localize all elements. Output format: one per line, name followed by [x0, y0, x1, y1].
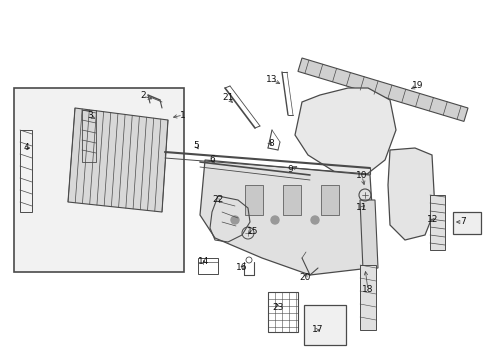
Text: 22: 22	[212, 195, 223, 204]
Text: 13: 13	[265, 76, 277, 85]
Polygon shape	[387, 148, 434, 240]
Bar	[198, 258, 218, 274]
Text: 8: 8	[267, 139, 273, 148]
Text: 17: 17	[312, 325, 323, 334]
Circle shape	[230, 216, 239, 224]
Text: 1: 1	[180, 111, 185, 120]
Text: 7: 7	[459, 217, 465, 226]
Bar	[452, 212, 480, 234]
Polygon shape	[200, 160, 374, 275]
Bar	[244, 185, 263, 215]
Text: 4: 4	[23, 144, 29, 153]
Bar	[82, 110, 96, 162]
Polygon shape	[294, 88, 395, 178]
Bar	[14, 88, 183, 272]
Text: 18: 18	[362, 285, 373, 294]
Text: 21: 21	[222, 94, 233, 103]
Text: 23: 23	[272, 303, 283, 312]
Bar	[267, 292, 297, 332]
Text: 14: 14	[198, 257, 209, 266]
Bar	[283, 185, 301, 215]
Text: 20: 20	[299, 274, 310, 283]
Text: 12: 12	[427, 216, 438, 225]
Text: 10: 10	[356, 171, 367, 180]
Circle shape	[270, 216, 279, 224]
Text: 5: 5	[193, 140, 199, 149]
Text: 3: 3	[87, 112, 93, 121]
Polygon shape	[359, 200, 377, 270]
Text: 16: 16	[236, 264, 247, 273]
Bar	[429, 195, 444, 250]
Bar	[320, 185, 338, 215]
Bar	[20, 130, 32, 212]
Bar	[304, 305, 346, 345]
Text: 11: 11	[356, 203, 367, 212]
Polygon shape	[68, 108, 168, 212]
Text: 9: 9	[286, 166, 292, 175]
Text: 15: 15	[247, 228, 258, 237]
Polygon shape	[297, 58, 467, 121]
Text: 6: 6	[209, 156, 214, 165]
Circle shape	[310, 216, 318, 224]
Text: 2: 2	[140, 91, 145, 100]
Text: 19: 19	[411, 81, 423, 90]
Bar	[359, 265, 375, 330]
